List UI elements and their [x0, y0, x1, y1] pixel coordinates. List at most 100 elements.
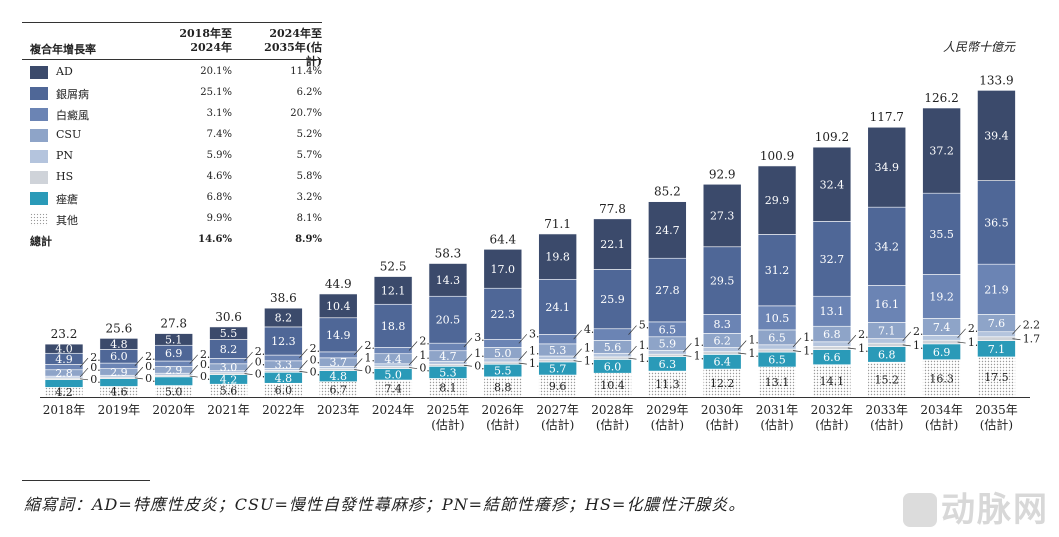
- legend-cagr-2024-2035: 8.9%: [295, 234, 322, 245]
- legend-header-period2: 2024年至 2035年(估計): [264, 27, 322, 68]
- bar-segment: [538, 233, 577, 280]
- bar-segment: [648, 370, 687, 398]
- legend-swatch: [30, 129, 48, 142]
- legend-cagr-2024-2035: 5.7%: [296, 150, 322, 161]
- segment-value-label: 25.9: [600, 293, 625, 306]
- leader-line: [299, 360, 308, 370]
- legend-header: 複合年增長率 2018年至 2024年 2024年至 2035年(估計): [22, 22, 322, 68]
- segment-value-label: 6.7: [330, 383, 348, 396]
- x-tick-label: 2031年: [756, 403, 799, 417]
- bar-segment: [977, 263, 1016, 315]
- leader-line: [902, 344, 911, 347]
- legend-label: 痤瘡: [56, 193, 78, 206]
- segment-value-label: 21.9: [984, 283, 1009, 296]
- bar-segment: [977, 331, 1016, 338]
- leader-line: [408, 355, 418, 366]
- legend-cagr-2018-2024: 3.1%: [206, 108, 232, 119]
- x-tick-label: (估計): [541, 417, 574, 432]
- legend-label: 總計: [30, 235, 52, 248]
- leader-line: [463, 353, 473, 364]
- bar-segment: [154, 376, 193, 386]
- legend-cagr-2018-2024: 20.1%: [200, 66, 232, 77]
- legend-cagr-2024-2035: 8.1%: [296, 213, 322, 224]
- x-tick-label: 2020年: [152, 403, 195, 417]
- leader-line: [792, 337, 802, 348]
- segment-value-label: 4.8: [275, 372, 293, 385]
- footnote: 縮寫詞：AD=特應性皮炎；CSU=慢性自發性蕁麻疹；PN=結節性癢疹；HS=化膿…: [24, 495, 746, 514]
- bar-segment: [812, 146, 852, 222]
- segment-value-label: 7.1: [988, 343, 1006, 356]
- legend-header-period1: 2018年至 2024年: [179, 27, 232, 54]
- bar-segment: [867, 338, 907, 344]
- segment-value-label: 4.6: [110, 386, 128, 399]
- x-tick-label: 2025年: [427, 403, 470, 417]
- watermark-text: 动脉网: [941, 490, 1049, 530]
- segment-value-label: 13.1: [765, 376, 790, 389]
- segment-value-label: 22.1: [600, 238, 625, 251]
- leader-line: [79, 378, 89, 381]
- leader-line: [409, 367, 418, 369]
- segment-value-label: 6.9: [933, 346, 951, 359]
- bar-segment: [812, 346, 852, 350]
- segment-value-label: 24.7: [655, 224, 680, 237]
- segment-value-label: 18.8: [381, 320, 406, 333]
- segment-value-label: 19.8: [545, 251, 570, 264]
- x-tick-label: 2024年: [372, 403, 415, 417]
- bar-total-label: 52.5: [380, 260, 407, 274]
- leader-line: [737, 340, 747, 350]
- bar-segment: [702, 183, 742, 248]
- bar-segment: [922, 107, 961, 194]
- leader-line: [683, 355, 692, 357]
- side-value-label: 2.2: [1023, 318, 1041, 331]
- segment-value-label: 4.8: [330, 370, 348, 383]
- segment-value-label: 35.5: [929, 228, 954, 241]
- leader-line: [299, 371, 308, 373]
- leader-line: [902, 331, 912, 342]
- leader-line: [518, 351, 528, 361]
- x-tick-label: 2026年: [482, 403, 525, 417]
- segment-value-label: 4.4: [384, 353, 402, 366]
- segment-value-label: 6.0: [110, 350, 128, 363]
- segment-value-label: 24.1: [545, 301, 570, 314]
- x-tick-label: 2030年: [701, 403, 744, 417]
- bar-total-label: 30.6: [215, 310, 242, 324]
- segment-value-label: 2.9: [110, 366, 128, 379]
- segment-value-label: 5.9: [659, 338, 677, 351]
- segment-value-label: 14.9: [326, 329, 351, 342]
- segment-value-label: 31.2: [765, 264, 790, 277]
- leader-line: [299, 348, 308, 359]
- segment-value-label: 7.1: [878, 324, 896, 337]
- side-value-label: 1.7: [1023, 333, 1041, 346]
- segment-value-label: 32.4: [820, 178, 845, 191]
- legend-label: 銀屑病: [56, 88, 89, 101]
- segment-value-label: 4.9: [55, 353, 73, 366]
- bar-total-label: 27.8: [160, 317, 187, 331]
- bar-segment: [154, 333, 193, 346]
- legend-cagr-2018-2024: 25.1%: [200, 87, 232, 98]
- segment-value-label: 2.8: [55, 367, 73, 380]
- legend-cagr-2018-2024: 6.8%: [206, 192, 232, 203]
- leader-line: [793, 350, 802, 352]
- legend-row: 痤瘡 6.8% 3.2%: [22, 188, 322, 209]
- watermark: 动脉网: [903, 482, 1049, 531]
- x-tick-label: 2035年: [975, 403, 1018, 417]
- bar-segment: [318, 293, 358, 319]
- leader-line: [628, 325, 637, 335]
- x-tick-label: 2034年: [920, 403, 963, 417]
- segment-value-label: 4.2: [220, 373, 238, 386]
- legend-cagr-2024-2035: 11.4%: [290, 66, 322, 77]
- segment-value-label: 34.2: [875, 240, 900, 253]
- segment-value-label: 5.3: [549, 344, 567, 357]
- segment-value-label: 5.6: [220, 385, 238, 398]
- bar-segment: [648, 353, 687, 357]
- bar-total-label: 100.9: [760, 149, 794, 163]
- segment-value-label: 5.7: [549, 362, 567, 375]
- segment-value-label: 5.5: [220, 327, 238, 340]
- bar-segment: [648, 201, 687, 259]
- segment-value-label: 6.8: [878, 348, 896, 361]
- segment-value-label: 14.3: [436, 274, 461, 287]
- x-tick-label: (估計): [980, 417, 1013, 432]
- bar-segment: [428, 295, 468, 344]
- segment-value-label: 5.5: [494, 365, 512, 378]
- bar-segment: [264, 326, 303, 356]
